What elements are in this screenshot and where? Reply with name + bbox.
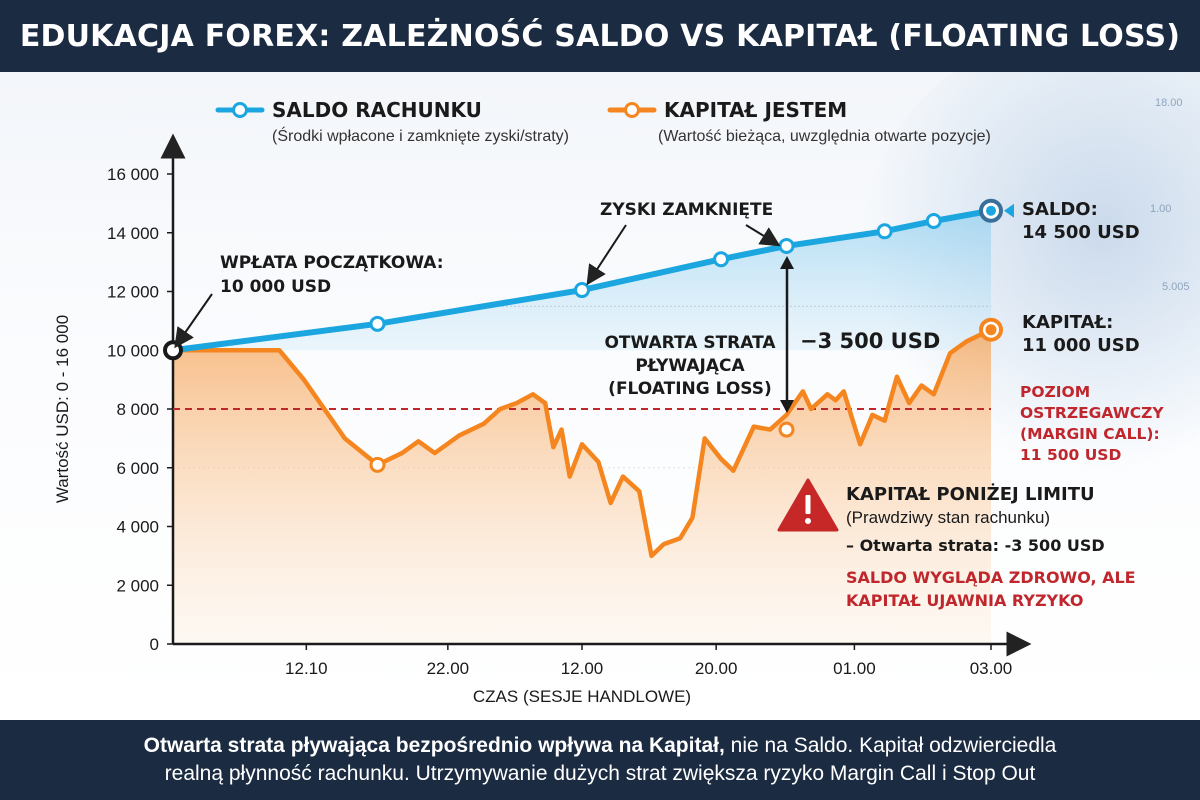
legend-saldo-label: SALDO RACHUNKU <box>272 98 482 122</box>
legend-kapital-desc: (Wartość bieżąca, uwzględnia otwarte poz… <box>658 128 991 145</box>
initial-deposit-arrow <box>174 293 213 349</box>
floating-loss-label: OTWARTA STRATA <box>604 333 776 353</box>
saldo-point <box>369 315 386 332</box>
y-tick-label: 14 000 <box>107 224 159 243</box>
kapital-area <box>173 329 991 644</box>
warning-title: KAPITAŁ PONIŻEJ LIMITU <box>846 483 1095 505</box>
header-bar: EDUKACJA FOREX: ZALEŻNOŚĆ SALDO VS KAPIT… <box>0 0 1200 72</box>
chart-panel: 18.00 1.00 5.005 0 2 000 4 000 6 000 8 000 10 00… <box>0 72 1200 720</box>
x-tick-label: 01.00 <box>833 659 876 678</box>
kapital-series-line <box>173 327 992 559</box>
footer-bold-text: Otwarta strata pływająca bezpośrednio wp… <box>143 734 725 757</box>
y-tick-label: 8 000 <box>116 400 159 419</box>
x-tick-label: 22.00 <box>427 659 470 678</box>
warning-icon-bar <box>805 495 811 514</box>
gap-arrow-head-up <box>780 256 794 269</box>
y-tick-label: 10 000 <box>107 341 159 360</box>
saldo-point <box>925 213 942 229</box>
saldo-point <box>876 223 893 240</box>
kapital-point <box>778 421 795 438</box>
saldo-end-label: SALDO: <box>1022 199 1098 220</box>
legend-saldo-desc: (Środki wpłacone i zamknięte zyski/strat… <box>272 126 569 145</box>
saldo-point <box>713 251 730 268</box>
margin-call-label: OSTRZEGAWCZY <box>1020 404 1164 422</box>
footer-bar: Otwarta strata pływająca bezpośrednio wp… <box>0 720 1200 800</box>
footer-rest-text: nie na Saldo. Kapitał odzwierciedla <box>724 734 1057 757</box>
gap-arrow-head-down <box>780 400 794 413</box>
gap-value-label: −3 500 USD <box>800 329 940 353</box>
background-label: 1.00 <box>1150 203 1171 215</box>
y-tick-label: 16 000 <box>107 165 159 184</box>
warning-detail: – Otwarta strata: -3 500 USD <box>846 536 1105 555</box>
legend-kapital-label: KAPITAŁ JESTEM <box>664 98 847 122</box>
y-tick-label: 4 000 <box>116 518 159 537</box>
footer-line-2: realną płynność rachunku. Utrzymywanie d… <box>164 762 1036 785</box>
closed-profits-arrow-right <box>745 224 781 247</box>
y-tick-label: 0 <box>150 635 159 654</box>
y-tick-label: 12 000 <box>107 283 159 302</box>
floating-loss-label: (FLOATING LOSS) <box>608 379 772 399</box>
background-label: 5.005 <box>1162 281 1190 293</box>
margin-call-label: (MARGIN CALL): <box>1020 425 1160 443</box>
kapital-point <box>369 456 386 473</box>
y-tick-label: 6 000 <box>116 459 159 478</box>
saldo-end-dot <box>986 205 996 216</box>
saldo-end-value: 14 500 USD <box>1022 222 1140 243</box>
start-point <box>163 340 183 361</box>
x-axis-label: CZAS (SESJE HANDLOWE) <box>473 687 691 706</box>
closed-profits-arrow-left <box>586 224 627 286</box>
kapital-end-dot <box>985 324 997 336</box>
x-tick-label: 12.10 <box>285 659 328 678</box>
kapital-end-value: 11 000 USD <box>1022 335 1140 356</box>
y-tick-label: 2 000 <box>116 576 159 595</box>
saldo-end-pointer <box>1004 203 1014 218</box>
background-label: 18.00 <box>1155 97 1183 109</box>
line-chart: 18.00 1.00 5.005 0 2 000 4 000 6 000 8 000 10 00… <box>53 97 1190 706</box>
page-title: EDUKACJA FOREX: ZALEŻNOŚĆ SALDO VS KAPIT… <box>19 18 1181 54</box>
warning-icon-dot <box>805 518 811 524</box>
saldo-point <box>778 237 795 254</box>
footer-line-1: Otwarta strata pływająca bezpośrednio wp… <box>144 732 1057 760</box>
initial-deposit-value: 10 000 USD <box>220 277 331 297</box>
kapital-end-label: KAPITAŁ: <box>1022 312 1113 333</box>
floating-loss-label: PŁYWAJĄCA <box>635 356 745 376</box>
initial-deposit-label: WPŁATA POCZĄTKOWA: <box>220 253 444 273</box>
x-tick-label: 03.00 <box>970 659 1013 678</box>
legend-saldo-marker <box>232 102 248 118</box>
saldo-point <box>574 282 590 299</box>
risk-note: SALDO WYGLĄDA ZDROWO, ALE <box>846 568 1136 587</box>
y-axis-label: Wartość USD: 0 - 16 000 <box>53 315 72 503</box>
warning-subtitle: (Prawdziwy stan rachunku) <box>846 508 1050 527</box>
x-tick-label: 12.00 <box>561 659 604 678</box>
legend-kapital-marker <box>624 102 640 118</box>
closed-profits-label: ZYSKI ZAMKNIĘTE <box>600 200 773 220</box>
x-tick-label: 20.00 <box>695 659 738 678</box>
margin-call-label: POZIOM <box>1020 383 1090 401</box>
saldo-series-line <box>170 207 994 354</box>
margin-call-label: 11 500 USD <box>1020 446 1121 464</box>
risk-note: KAPITAŁ UJAWNIA RYZYKO <box>846 591 1083 610</box>
